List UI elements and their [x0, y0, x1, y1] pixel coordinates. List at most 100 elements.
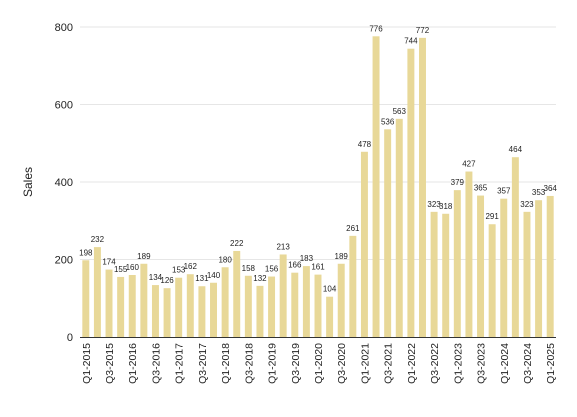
bar-q4-2022[interactable]: [442, 213, 450, 337]
bar-q4-2020[interactable]: [349, 235, 357, 337]
x-tick-label: Q3-2021: [383, 343, 395, 384]
data-label: 222: [230, 239, 244, 248]
bar-q2-2024[interactable]: [511, 157, 519, 337]
data-label: 162: [184, 262, 198, 271]
bar-q1-2025[interactable]: [546, 195, 554, 337]
bar-q2-2021[interactable]: [372, 36, 380, 338]
data-label: 132: [253, 274, 267, 283]
bar-q2-2023[interactable]: [465, 171, 473, 337]
data-label: 213: [276, 242, 290, 251]
bar-q4-2018[interactable]: [256, 285, 264, 337]
data-label: 189: [335, 252, 349, 261]
x-tick-label: Q3-2023: [476, 343, 488, 384]
bar-q4-2015[interactable]: [117, 276, 125, 337]
data-label: 261: [346, 224, 360, 233]
data-label: 357: [497, 187, 511, 196]
bar-q1-2021[interactable]: [360, 151, 368, 337]
data-label: 104: [323, 285, 337, 294]
bar-q4-2023[interactable]: [488, 224, 496, 337]
bar-q2-2020[interactable]: [326, 296, 334, 337]
bar-q1-2020[interactable]: [314, 274, 322, 337]
bar-q3-2019[interactable]: [291, 272, 299, 337]
bar-q1-2019[interactable]: [268, 276, 276, 337]
bar-q4-2016[interactable]: [163, 288, 171, 337]
data-label: 161: [311, 263, 325, 272]
bar-q2-2022[interactable]: [419, 37, 426, 337]
data-label: 158: [242, 264, 256, 273]
x-tick-label: Q1-2025: [545, 343, 557, 384]
bar-q1-2015[interactable]: [82, 260, 90, 337]
data-label: 183: [300, 254, 314, 263]
bar-q1-2023[interactable]: [453, 190, 461, 337]
bars: [82, 36, 554, 338]
data-label: 563: [393, 107, 407, 116]
bar-q2-2015[interactable]: [93, 247, 101, 337]
bar-q3-2017[interactable]: [198, 286, 206, 337]
x-tick-label: Q3-2019: [290, 343, 302, 384]
data-label: 166: [288, 261, 302, 270]
bar-q3-2020[interactable]: [337, 263, 345, 337]
y-tick-label: 400: [55, 177, 73, 189]
x-tick-label: Q1-2019: [267, 343, 279, 384]
data-label: 232: [91, 235, 105, 244]
x-tick-label: Q3-2024: [522, 343, 534, 384]
bar-q2-2019[interactable]: [279, 254, 287, 337]
x-tick-label: Q1-2016: [127, 343, 139, 384]
gridlines: [80, 26, 556, 260]
data-label: 198: [79, 248, 93, 257]
x-tick-label: Q1-2023: [452, 343, 464, 384]
bar-q1-2018[interactable]: [221, 267, 229, 337]
bar-q3-2018[interactable]: [244, 275, 252, 337]
data-label: 364: [544, 184, 558, 193]
x-tick-label: Q1-2017: [174, 343, 186, 384]
data-label: 365: [474, 184, 488, 193]
x-tick-label: Q3-2022: [429, 343, 441, 384]
x-tick-label: Q1-2022: [406, 343, 418, 384]
bar-q3-2024[interactable]: [523, 211, 531, 337]
bar-q4-2019[interactable]: [302, 266, 310, 337]
x-tick-label: Q1-2018: [220, 343, 232, 384]
y-tick-label: 600: [55, 100, 73, 112]
data-label: 174: [102, 258, 116, 267]
y-tick-label: 200: [55, 255, 73, 267]
bar-q2-2017[interactable]: [186, 274, 194, 337]
bar-q3-2022[interactable]: [430, 211, 438, 337]
bar-q2-2018[interactable]: [233, 250, 241, 337]
bar-q4-2021[interactable]: [395, 118, 403, 338]
data-label: 153: [172, 266, 186, 275]
bar-q1-2016[interactable]: [128, 275, 136, 337]
data-label: 126: [160, 276, 174, 285]
bar-q1-2017[interactable]: [175, 277, 183, 337]
bar-q1-2022[interactable]: [407, 48, 415, 337]
bar-q3-2015[interactable]: [105, 269, 113, 337]
bar-q4-2017[interactable]: [210, 282, 217, 337]
data-label: 180: [218, 255, 232, 264]
bar-q3-2023[interactable]: [477, 195, 485, 337]
data-label: 379: [451, 178, 465, 187]
x-tick-label: Q3-2015: [104, 343, 116, 384]
data-label: 160: [126, 263, 140, 272]
data-label: 189: [137, 252, 151, 261]
data-label: 323: [520, 200, 534, 209]
x-axis-ticks: Q1-2015 Q3-2015 Q1-2016 Q3-2016 Q1-2017 Q3-20…: [81, 343, 557, 384]
data-label: 478: [358, 140, 372, 149]
data-label: 291: [485, 212, 499, 221]
x-tick-label: Q3-2016: [150, 343, 162, 384]
bar-q2-2016[interactable]: [140, 263, 148, 337]
data-label: 427: [462, 160, 476, 169]
bar-q4-2024[interactable]: [535, 200, 543, 337]
bar-q3-2021[interactable]: [384, 129, 392, 337]
data-label: 772: [416, 26, 430, 35]
data-label: 318: [439, 202, 453, 211]
x-tick-label: Q3-2020: [336, 343, 348, 384]
y-tick-label: 0: [67, 332, 73, 344]
y-tick-label: 800: [55, 22, 73, 34]
data-label: 134: [149, 273, 163, 282]
bar-q1-2024[interactable]: [500, 198, 508, 337]
x-tick-label: Q3-2017: [197, 343, 209, 384]
bar-q3-2016[interactable]: [151, 285, 159, 337]
data-label: 323: [427, 200, 441, 209]
